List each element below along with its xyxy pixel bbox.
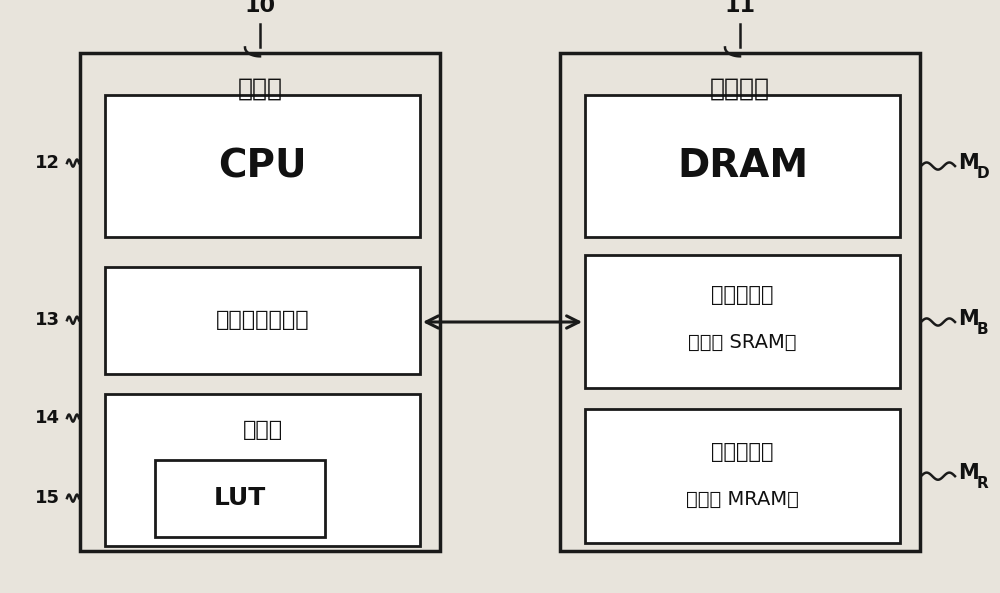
Text: 还原存储器: 还原存储器 xyxy=(711,442,774,462)
Text: 12: 12 xyxy=(35,154,60,172)
Text: 缓冲存储器: 缓冲存储器 xyxy=(711,285,774,305)
Text: M: M xyxy=(958,463,979,483)
Bar xyxy=(105,95,420,237)
Text: LUT: LUT xyxy=(214,486,266,510)
Bar xyxy=(105,394,420,546)
Text: （例如 MRAM）: （例如 MRAM） xyxy=(686,490,799,509)
Text: DRAM: DRAM xyxy=(677,147,808,185)
Text: （例如 SRAM）: （例如 SRAM） xyxy=(688,333,797,352)
Text: 11: 11 xyxy=(724,0,756,16)
Bar xyxy=(585,255,900,388)
Bar xyxy=(155,460,325,537)
Text: 控制器: 控制器 xyxy=(242,420,283,440)
Bar xyxy=(80,53,440,551)
Text: M: M xyxy=(958,309,979,329)
Text: 主存储器: 主存储器 xyxy=(710,77,770,101)
Bar xyxy=(585,95,900,237)
Bar xyxy=(105,267,420,374)
Text: 10: 10 xyxy=(244,0,276,16)
Text: 15: 15 xyxy=(35,489,60,507)
Text: CPU: CPU xyxy=(218,147,307,185)
Text: D: D xyxy=(977,165,990,181)
Text: R: R xyxy=(977,476,989,491)
Bar xyxy=(560,53,920,551)
Bar xyxy=(585,409,900,543)
Text: M: M xyxy=(958,153,979,173)
Text: 处理器: 处理器 xyxy=(238,77,283,101)
Text: 13: 13 xyxy=(35,311,60,329)
Text: B: B xyxy=(977,321,989,337)
Text: 高速缓存存储器: 高速缓存存储器 xyxy=(216,310,309,330)
Text: 14: 14 xyxy=(35,409,60,427)
